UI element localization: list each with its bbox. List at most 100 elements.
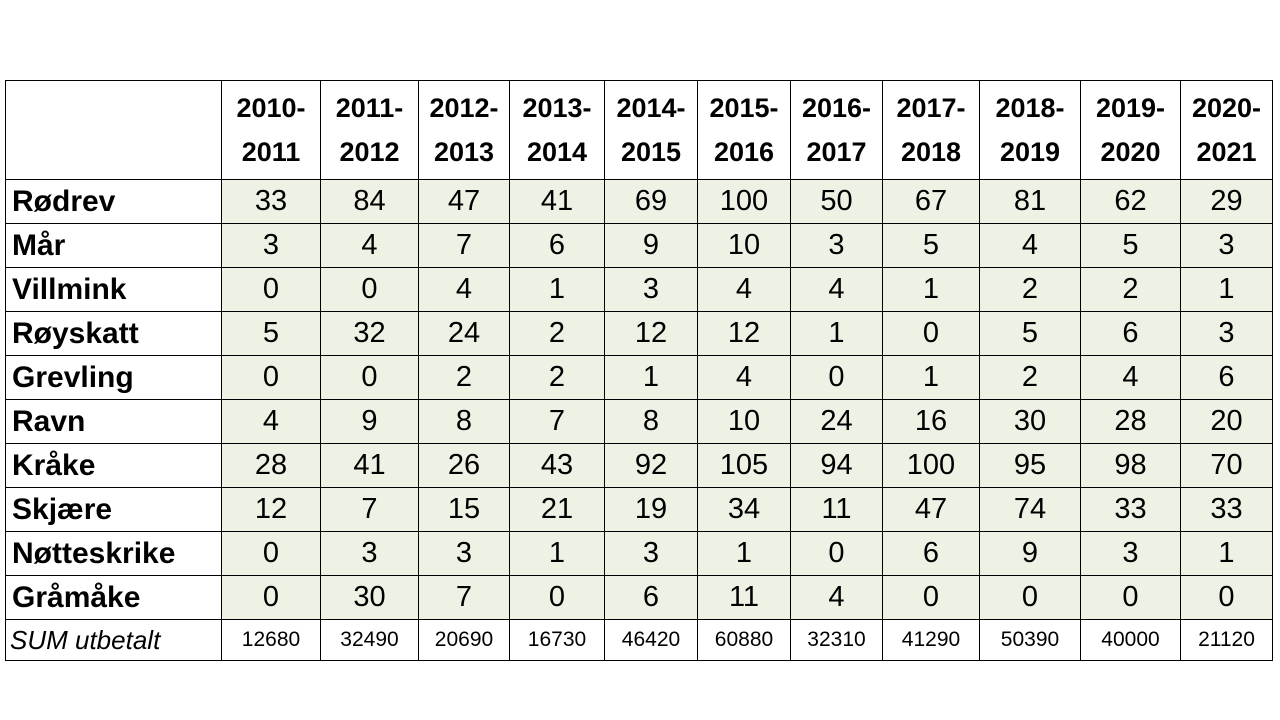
count-cell: 0 [882, 311, 980, 356]
year-start: 2010- [236, 93, 306, 123]
count-cell: 10 [697, 399, 791, 444]
year-end: 2015 [620, 137, 682, 167]
year-start: 2015- [709, 93, 779, 123]
year-header: 2012- 2013 [418, 80, 510, 180]
count-cell: 95 [979, 443, 1081, 488]
count-cell: 74 [979, 487, 1081, 532]
sum-cell: 20690 [418, 619, 510, 661]
count-cell: 0 [1180, 575, 1273, 620]
count-cell: 30 [979, 399, 1081, 444]
count-cell: 3 [418, 531, 510, 576]
count-cell: 0 [320, 355, 419, 400]
count-cell: 9 [320, 399, 419, 444]
count-cell: 3 [790, 223, 883, 268]
count-cell: 6 [1080, 311, 1181, 356]
count-cell: 0 [790, 531, 883, 576]
count-cell: 3 [221, 223, 321, 268]
count-cell: 4 [697, 267, 791, 312]
table-row: Skjære 12 7 15 21 19 34 11 47 74 33 33 [5, 487, 1273, 532]
count-cell: 12 [604, 311, 698, 356]
year-header: 2016- 2017 [790, 80, 883, 180]
count-cell: 33 [221, 179, 321, 224]
year-end: 2017 [806, 137, 867, 167]
count-cell: 5 [1080, 223, 1181, 268]
year-end: 2012 [339, 137, 400, 167]
count-cell: 0 [1080, 575, 1181, 620]
year-header: 2015- 2016 [697, 80, 791, 180]
count-cell: 1 [509, 267, 605, 312]
species-label: Ravn [5, 399, 222, 444]
year-start: 2011- [335, 93, 404, 123]
year-header: 2010- 2011 [221, 80, 321, 180]
year-start: 2018- [995, 93, 1065, 123]
count-cell: 9 [979, 531, 1081, 576]
count-cell: 105 [697, 443, 791, 488]
count-cell: 3 [1180, 311, 1273, 356]
count-cell: 6 [604, 575, 698, 620]
species-label: Rødrev [5, 179, 222, 224]
count-cell: 3 [1180, 223, 1273, 268]
count-cell: 4 [790, 267, 883, 312]
year-start: 2013- [522, 93, 592, 123]
year-start: 2012- [429, 93, 499, 123]
year-end: 2016 [713, 137, 775, 167]
species-label: Skjære [5, 487, 222, 532]
sum-cell: 32310 [790, 619, 883, 661]
count-cell: 2 [979, 355, 1081, 400]
count-cell: 47 [882, 487, 980, 532]
sum-cell: 16730 [509, 619, 605, 661]
count-cell: 100 [697, 179, 791, 224]
count-cell: 21 [509, 487, 605, 532]
sum-label: SUM utbetalt [5, 619, 222, 661]
sum-row: SUM utbetalt 12680 32490 20690 16730 46420 608… [5, 619, 1273, 661]
sum-cell: 50390 [979, 619, 1081, 661]
species-label: Nøtteskrike [5, 531, 222, 576]
year-end: 2019 [999, 137, 1061, 167]
table-row: Rødrev 33 84 47 41 69 100 50 67 81 62 29 [5, 179, 1273, 224]
year-header: 2018- 2019 [979, 80, 1081, 180]
count-cell: 41 [509, 179, 605, 224]
table-body: Rødrev 33 84 47 41 69 100 50 67 81 62 29 Mår 3 4 7 6 9 10 3… [5, 179, 1273, 661]
count-cell: 69 [604, 179, 698, 224]
count-cell: 12 [697, 311, 791, 356]
count-cell: 3 [604, 531, 698, 576]
count-cell: 5 [221, 311, 321, 356]
year-end: 2011 [241, 137, 301, 167]
count-cell: 9 [604, 223, 698, 268]
count-cell: 11 [697, 575, 791, 620]
table-row: Villmink 0 0 4 1 3 4 4 1 2 2 1 [5, 267, 1273, 312]
sum-cell: 60880 [697, 619, 791, 661]
count-cell: 4 [418, 267, 510, 312]
count-cell: 1 [1180, 531, 1273, 576]
count-cell: 3 [1080, 531, 1181, 576]
year-end: 2020 [1100, 137, 1161, 167]
count-cell: 19 [604, 487, 698, 532]
count-cell: 26 [418, 443, 510, 488]
count-cell: 24 [418, 311, 510, 356]
count-cell: 70 [1180, 443, 1273, 488]
year-start: 2020- [1191, 93, 1262, 123]
count-cell: 28 [221, 443, 321, 488]
count-cell: 92 [604, 443, 698, 488]
count-cell: 0 [221, 267, 321, 312]
table-row: Røyskatt 5 32 24 2 12 12 1 0 5 6 3 [5, 311, 1273, 356]
year-header: 2017- 2018 [882, 80, 980, 180]
table-row: Gråmåke 0 30 7 0 6 11 4 0 0 0 0 [5, 575, 1273, 620]
count-cell: 5 [882, 223, 980, 268]
count-cell: 67 [882, 179, 980, 224]
table-row: Mår 3 4 7 6 9 10 3 5 4 5 3 [5, 223, 1273, 268]
count-cell: 100 [882, 443, 980, 488]
sum-cell: 12680 [221, 619, 321, 661]
count-cell: 2 [509, 311, 605, 356]
header-row: 2010- 2011 2011- 2012 2012- 2013 2013- 2014 2014… [5, 80, 1273, 180]
year-end: 2018 [900, 137, 962, 167]
count-cell: 10 [697, 223, 791, 268]
count-cell: 0 [790, 355, 883, 400]
count-cell: 1 [697, 531, 791, 576]
count-cell: 4 [320, 223, 419, 268]
count-cell: 0 [509, 575, 605, 620]
count-cell: 0 [882, 575, 980, 620]
count-cell: 4 [221, 399, 321, 444]
count-cell: 4 [697, 355, 791, 400]
count-cell: 1 [1180, 267, 1273, 312]
